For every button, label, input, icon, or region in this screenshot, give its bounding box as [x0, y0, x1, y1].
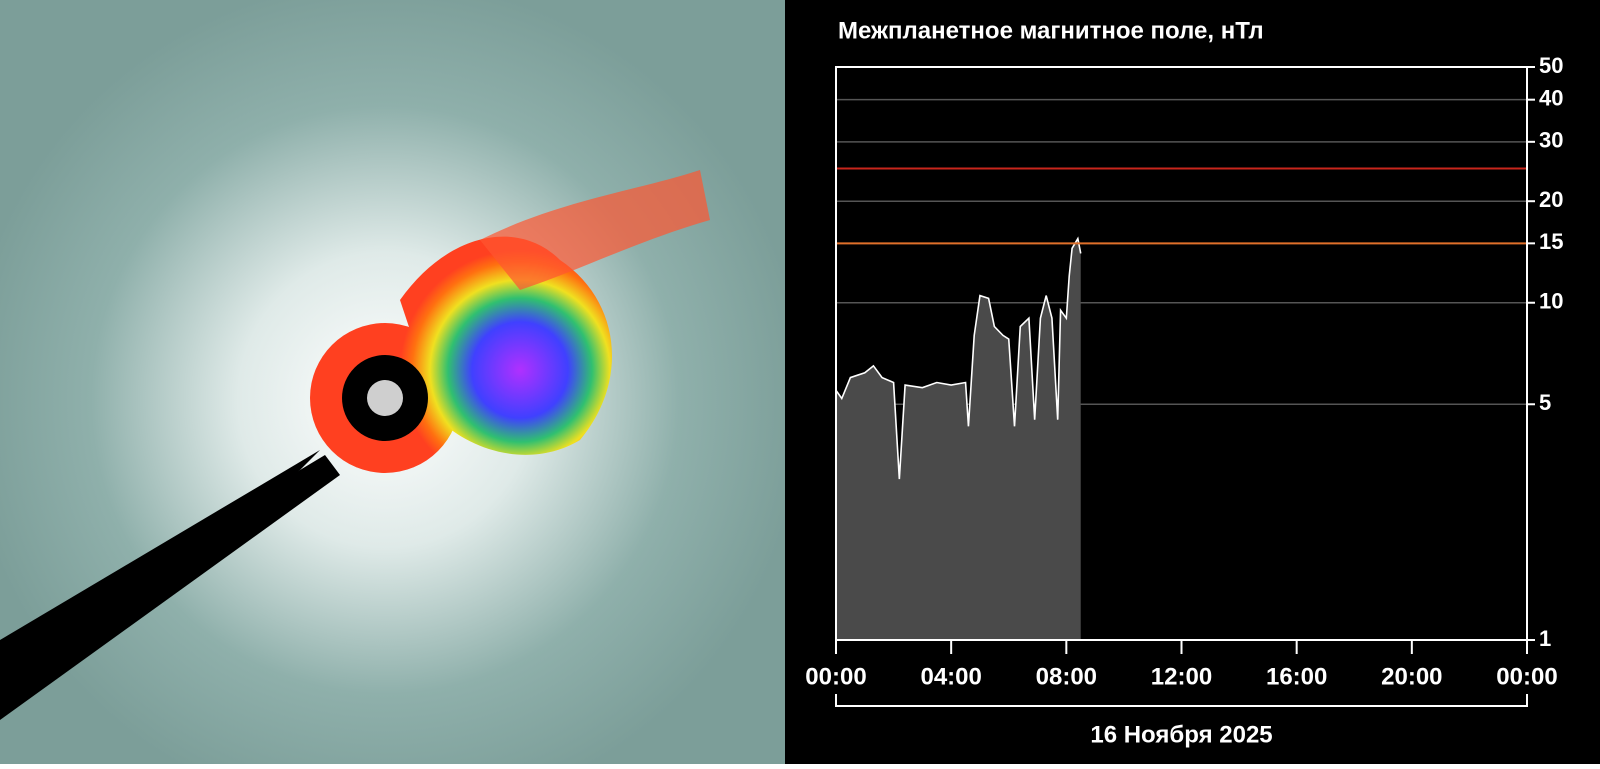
x-tick-label: 08:00 — [1036, 663, 1097, 690]
x-tick-label: 16:00 — [1266, 663, 1327, 690]
y-tick-label: 1 — [1539, 626, 1551, 651]
date-bracket — [835, 694, 1528, 707]
x-tick-label: 00:00 — [805, 663, 866, 690]
date-label: 16 Ноября 2025 — [1090, 721, 1272, 748]
x-tick-label: 12:00 — [1151, 663, 1212, 690]
y-tick-label: 40 — [1539, 85, 1563, 110]
area-fill — [836, 238, 1081, 640]
coronagraph-image — [0, 0, 785, 764]
x-tick-label: 00:00 — [1496, 663, 1557, 690]
x-tick-label: 04:00 — [920, 663, 981, 690]
x-tick-label: 20:00 — [1381, 663, 1442, 690]
y-tick-label: 10 — [1539, 289, 1563, 314]
data-line — [835, 236, 1082, 480]
y-tick-label: 30 — [1539, 128, 1563, 153]
chart-title: Межпланетное магнитное поле, нТл — [838, 17, 1264, 44]
chart-background — [785, 0, 1600, 764]
y-tick-label: 20 — [1539, 187, 1563, 212]
y-tick-label: 15 — [1539, 229, 1563, 254]
y-tick-label: 50 — [1539, 53, 1563, 78]
plot-frame — [835, 66, 1528, 640]
y-tick-label: 5 — [1539, 390, 1551, 415]
